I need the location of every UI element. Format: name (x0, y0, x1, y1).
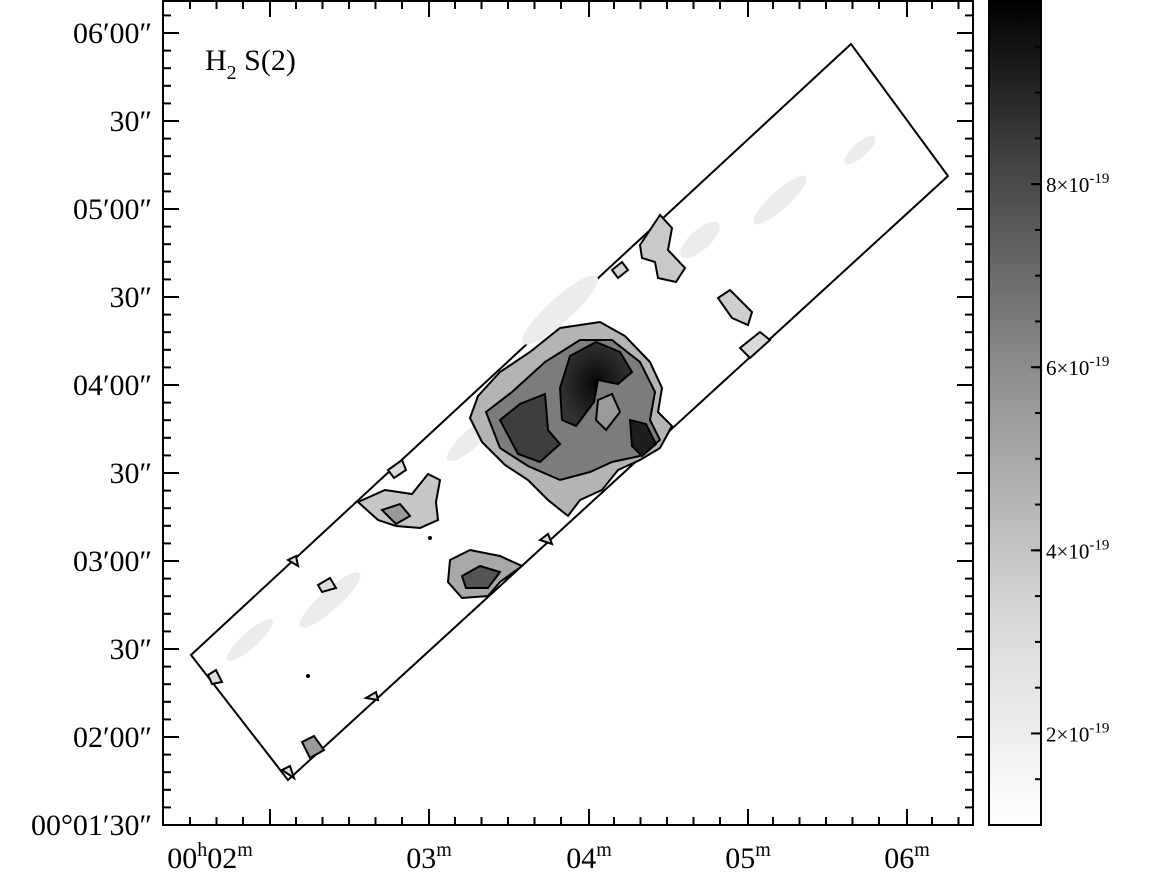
colorbar (988, 0, 1042, 826)
plot-frame (162, 0, 974, 826)
y-tick-label: 03′00″ (73, 545, 152, 578)
x-tick-label: 03m (406, 839, 452, 873)
colorbar-tick-label: 4×10-19 (1046, 537, 1109, 563)
x-tick-label: 04m (566, 839, 612, 873)
y-tick-label: 30″ (110, 105, 153, 138)
colorbar-tick-label: 8×10-19 (1046, 171, 1109, 197)
x-tick-label: 05m (725, 839, 771, 873)
x-tick-label: 06m (884, 839, 930, 873)
y-tick-label: 06′00″ (73, 17, 152, 50)
colorbar-tick-label: 2×10-19 (1046, 720, 1109, 746)
y-tick-label: 02′00″ (73, 721, 152, 754)
emission-clump-west (356, 472, 442, 530)
y-axis-ticks (163, 14, 973, 826)
y-tick-label: 30″ (110, 457, 153, 490)
chart-title: H2 S(2) (205, 44, 296, 84)
y-tick-label: 05′00″ (73, 193, 152, 226)
y-axis-tick-labels: 00°01′30″ 02′00″ 30″ 03′00″ 30″ 04′00″ 30″ 05′0… (31, 17, 152, 842)
x-tick-label: 00h02m (167, 839, 253, 873)
y-tick-label: 00°01′30″ (31, 809, 152, 842)
y-tick-label: 04′00″ (73, 369, 152, 402)
y-tick-label: 30″ (110, 633, 153, 666)
x-axis-ticks (189, 1, 960, 825)
emission-map (189, 42, 950, 782)
x-axis-tick-labels: 00h02m 03m 04m 05m 06m (167, 839, 930, 873)
colorbar-ticks: 2×10-19 4×10-19 6×10-19 8×10-19 (1031, 0, 1109, 826)
colorbar-tick-label: 6×10-19 (1046, 354, 1109, 380)
y-tick-label: 30″ (110, 281, 153, 314)
emission-clump-north (638, 213, 687, 284)
